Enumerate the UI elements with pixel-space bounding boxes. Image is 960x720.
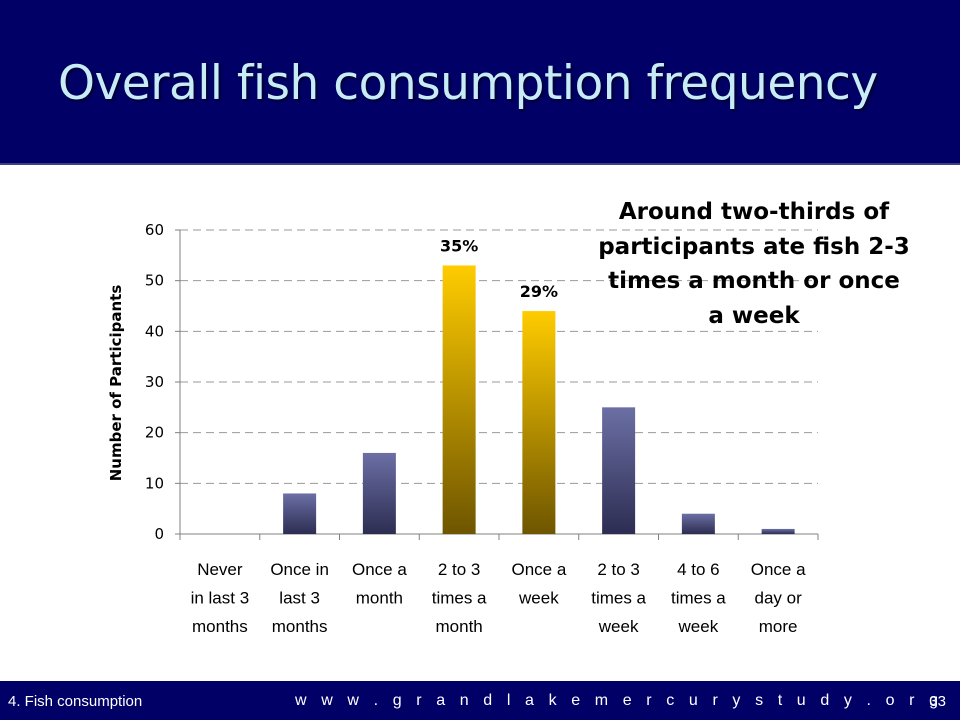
- x-tick-label: Once a week: [511, 560, 566, 608]
- y-tick-label: 60: [145, 221, 164, 239]
- x-tick-label-line: months: [192, 617, 248, 636]
- bar: [442, 265, 476, 534]
- bar: [522, 311, 556, 534]
- x-tick-label-line: months: [272, 617, 328, 636]
- x-tick-label-line: week: [518, 589, 559, 608]
- y-axis-title: Number of Participants: [107, 285, 125, 482]
- x-tick-label-line: month: [356, 589, 403, 608]
- y-tick-label: 0: [154, 525, 164, 543]
- x-tick-label-line: 2 to 3: [438, 560, 481, 579]
- slide-title: Overall fish consumption frequency: [58, 56, 878, 111]
- x-tick-label-line: 2 to 3: [597, 560, 640, 579]
- x-tick-label-line: Once in: [270, 560, 329, 579]
- bar: [602, 407, 636, 534]
- slide-header: [0, 0, 960, 163]
- fish-consumption-chart: 35% 29% 0 10 20 30 40 50 60 Never in last 3 month…: [107, 221, 819, 636]
- y-tick-label: 10: [145, 474, 164, 492]
- x-tick-label-line: in last 3: [191, 589, 250, 608]
- x-tick-label: 4 to 6 times a week: [671, 560, 726, 636]
- x-tick-label-line: Once a: [511, 560, 566, 579]
- x-tick-label-line: 4 to 6: [677, 560, 720, 579]
- bar: [283, 493, 317, 534]
- y-tick-label: 40: [145, 322, 164, 340]
- x-tick-label-line: Once a: [751, 560, 806, 579]
- x-tick-label-line: Never: [197, 560, 243, 579]
- x-tick-label: Once in last 3 months: [270, 560, 329, 636]
- x-tick-label-line: week: [678, 617, 719, 636]
- x-tick-label-line: times a: [432, 589, 487, 608]
- header-divider: [0, 163, 960, 165]
- slide-footer: 4. Fish consumption w w w . g r a n d l …: [0, 681, 960, 720]
- y-tick-label: 30: [145, 373, 164, 391]
- x-tick-label-line: day or: [755, 589, 803, 608]
- footer-url: w w w . g r a n d l a k e m e r c u r y …: [295, 692, 944, 709]
- data-label: 29%: [520, 282, 558, 301]
- x-tick-label-line: times a: [591, 589, 646, 608]
- gridlines: [180, 229, 818, 484]
- x-tick-label: Once a day or more: [751, 560, 806, 636]
- x-tick-label: 2 to 3 times a week: [591, 560, 646, 636]
- x-tick-label-line: last 3: [279, 589, 320, 608]
- x-tick-label: Never in last 3 months: [191, 560, 250, 636]
- bar: [761, 528, 795, 534]
- x-tick-label-line: times a: [671, 589, 726, 608]
- x-tick-label-line: week: [598, 617, 639, 636]
- x-tick-label-line: more: [759, 617, 798, 636]
- callout-text: Around two-thirds of participants ate fi…: [598, 199, 910, 329]
- bars: [283, 265, 795, 534]
- x-tick-label-line: month: [436, 617, 483, 636]
- data-label: 35%: [440, 236, 478, 255]
- x-tick-label-line: Once a: [352, 560, 407, 579]
- bar: [362, 452, 396, 534]
- x-tick-label: Once a month: [352, 560, 407, 608]
- bar: [681, 513, 715, 534]
- y-tick-label: 20: [145, 424, 164, 442]
- x-tick-label: 2 to 3 times a month: [432, 560, 487, 636]
- y-tick-label: 50: [145, 272, 164, 290]
- footer-section-label: 4. Fish consumption: [8, 693, 143, 710]
- data-labels: 35% 29%: [440, 236, 558, 301]
- y-tick-labels: 0 10 20 30 40 50 60: [145, 221, 164, 543]
- page-number: 33: [929, 693, 946, 710]
